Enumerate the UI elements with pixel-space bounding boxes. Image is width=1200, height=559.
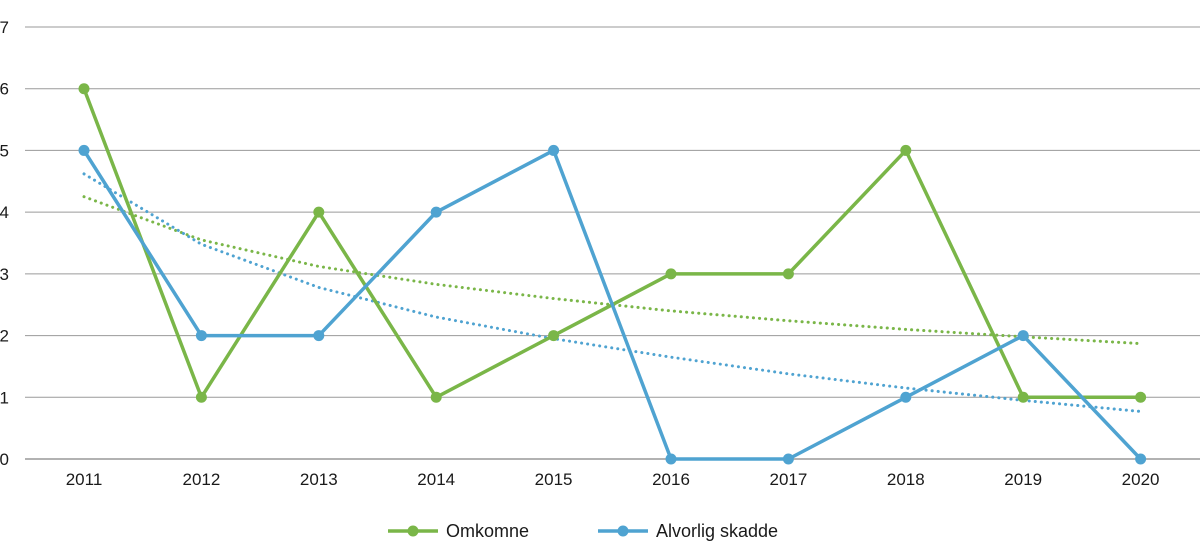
y-tick-label: 3	[0, 265, 9, 284]
data-point	[78, 83, 90, 95]
data-point	[1135, 453, 1147, 465]
series-line-2	[82, 148, 1142, 461]
x-tick-label: 2012	[182, 470, 220, 489]
y-tick-label: 0	[0, 450, 9, 469]
trendline-2	[82, 172, 1143, 413]
data-point	[782, 453, 794, 465]
data-point	[313, 206, 325, 218]
data-point	[1017, 391, 1029, 403]
trendline-1	[82, 195, 1143, 346]
data-point	[195, 391, 207, 403]
data-point	[665, 268, 677, 280]
legend-swatch-marker	[407, 525, 419, 537]
x-tick-label: 2020	[1122, 470, 1160, 489]
y-axis: 0 1 2 3 4 5 6 7	[0, 18, 9, 469]
data-point	[430, 206, 442, 218]
y-tick-label: 7	[0, 18, 9, 37]
data-point	[900, 391, 912, 403]
x-tick-label: 2017	[769, 470, 807, 489]
data-point	[665, 453, 677, 465]
y-tick-label: 6	[0, 80, 9, 99]
data-point	[430, 391, 442, 403]
y-tick-label: 2	[0, 327, 9, 346]
x-tick-label: 2018	[887, 470, 925, 489]
x-tick-label: 2019	[1004, 470, 1042, 489]
y-tick-label: 5	[0, 141, 9, 160]
data-point	[548, 144, 560, 156]
data-point	[78, 144, 90, 156]
x-tick-label: 2016	[652, 470, 690, 489]
data-point	[548, 330, 560, 342]
legend: Omkomne Alvorlig skadde	[388, 521, 778, 541]
x-tick-label: 2015	[535, 470, 573, 489]
x-tick-label: 2011	[66, 470, 103, 489]
y-tick-label: 1	[0, 388, 9, 407]
data-point	[313, 330, 325, 342]
data-point	[900, 144, 912, 156]
y-tick-label: 4	[0, 203, 9, 222]
data-point	[195, 330, 207, 342]
data-point	[782, 268, 794, 280]
legend-swatch-marker	[617, 525, 629, 537]
x-tick-label: 2014	[417, 470, 455, 489]
series-lines	[78, 83, 1147, 465]
x-tick-label: 2013	[300, 470, 338, 489]
legend-label: Omkomne	[446, 521, 529, 541]
series-line-1	[82, 88, 1141, 400]
data-point	[1017, 330, 1029, 342]
trendlines	[82, 172, 1143, 413]
data-point	[1135, 391, 1147, 403]
x-axis: 2011 2012 2013 2014 2015 2016 2017 2018 2019 2020	[66, 470, 1160, 489]
legend-label: Alvorlig skadde	[656, 521, 778, 541]
